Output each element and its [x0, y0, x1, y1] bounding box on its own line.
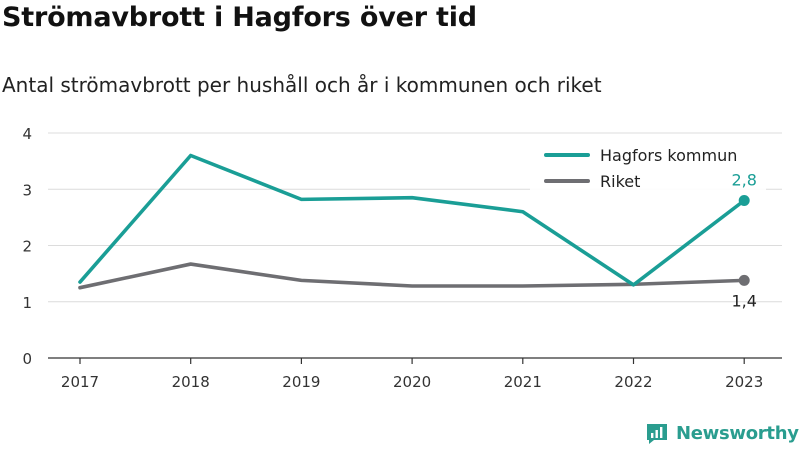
y-tick-label: 0 — [22, 350, 32, 368]
x-tick-label: 2017 — [61, 373, 99, 391]
newsworthy-logo: Newsworthy — [645, 419, 799, 447]
line-chart: 0 1 2 3 4 2017 2018 2019 2020 2021 2022 2023 Hagfo… — [22, 125, 782, 391]
y-tick-label: 1 — [22, 294, 32, 312]
chart-subtitle: Antal strömavbrott per hushåll och år i … — [2, 73, 602, 97]
newsworthy-icon — [647, 424, 667, 444]
brand-name: Newsworthy — [676, 422, 799, 444]
y-tick-label: 3 — [22, 181, 32, 199]
legend-label: Hagfors kommun — [600, 146, 737, 165]
end-point-label: 1,4 — [731, 291, 756, 310]
chart-title: Strömavbrott i Hagfors över tid — [2, 2, 477, 33]
end-point-marker — [738, 195, 750, 206]
end-point-marker — [738, 274, 750, 286]
x-axis: 2017 2018 2019 2020 2021 2022 2023 — [48, 357, 782, 391]
y-axis: 0 1 2 3 4 — [22, 125, 32, 368]
legend-label: Riket — [600, 172, 640, 191]
x-tick-label: 2021 — [504, 373, 542, 391]
series-lines — [78, 153, 747, 290]
y-tick-label: 4 — [22, 125, 32, 143]
x-tick-label: 2023 — [725, 373, 763, 391]
x-tick-label: 2022 — [614, 373, 652, 391]
x-tick-label: 2019 — [282, 373, 320, 391]
x-tick-label: 2018 — [172, 373, 210, 391]
end-point-label: 2,8 — [731, 171, 756, 190]
end-labels: 2,8 1,4 — [731, 171, 756, 311]
legend: Hagfors kommun Riket — [530, 138, 766, 194]
series-line — [78, 153, 747, 287]
legend-background — [530, 138, 766, 194]
x-tick-label: 2020 — [393, 373, 431, 391]
y-tick-label: 2 — [22, 238, 32, 256]
